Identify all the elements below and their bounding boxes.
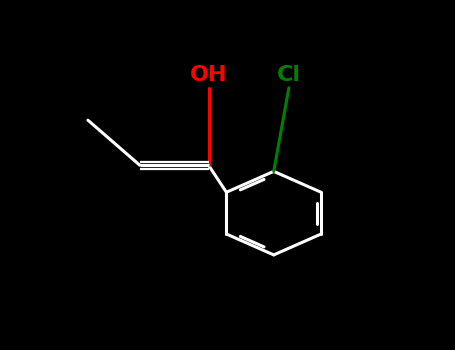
Text: Cl: Cl: [277, 65, 301, 85]
Text: OH: OH: [190, 65, 227, 85]
